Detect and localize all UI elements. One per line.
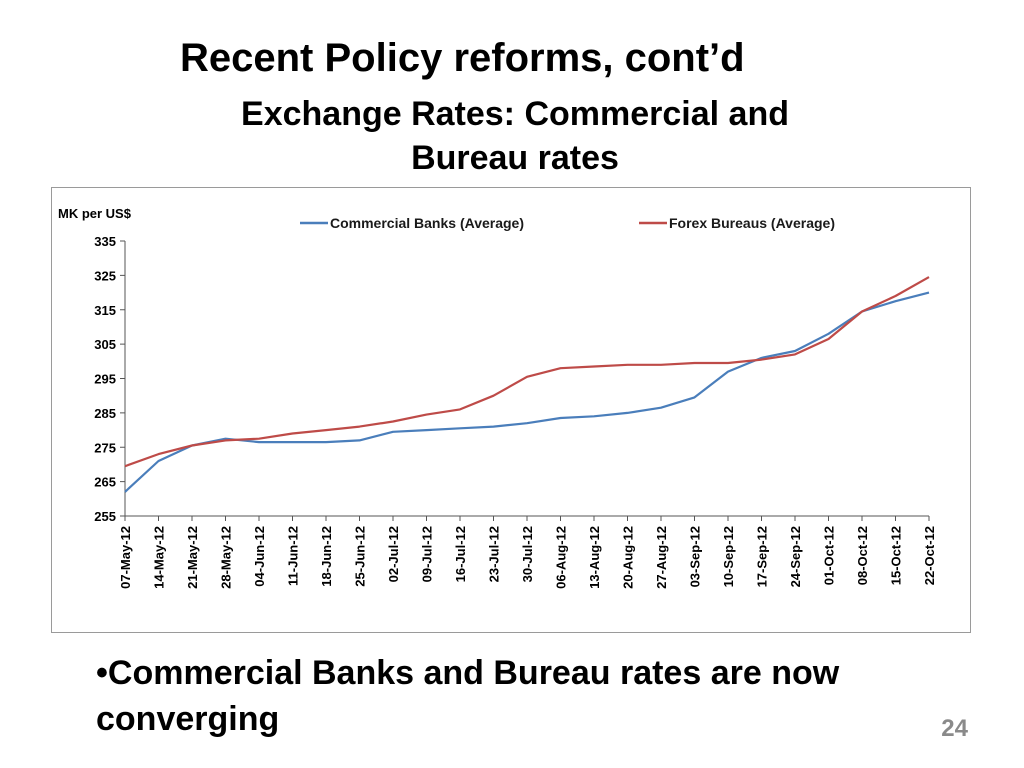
y-axis-label: MK per US$ xyxy=(58,206,132,221)
subtitle-line-2: Bureau rates xyxy=(411,139,619,177)
x-tick-label: 20-Aug-12 xyxy=(621,526,636,589)
y-tick-label: 285 xyxy=(94,406,116,421)
x-tick-label: 11-Jun-12 xyxy=(286,526,301,586)
slide-subtitle: Exchange Rates: Commercial and Bureau ra… xyxy=(80,92,950,180)
chart-svg: MK per US$ 255 265 275 285 295 305 315 325 335 07-… xyxy=(58,206,937,589)
x-tick-label: 27-Aug-12 xyxy=(654,526,669,589)
page-number: 24 xyxy=(941,715,968,742)
bullet-marker: • xyxy=(96,654,108,692)
x-tick-label: 10-Sep-12 xyxy=(721,526,736,587)
x-tick-label: 22-Oct-12 xyxy=(922,526,937,585)
y-tick-label: 265 xyxy=(94,475,116,490)
series-line-1 xyxy=(124,291,930,493)
bullet-text: Commercial Banks and Bureau rates are no… xyxy=(96,654,840,738)
x-tick-label: 24-Sep-12 xyxy=(788,526,803,587)
x-tick-label: 09-Jul-12 xyxy=(420,526,435,582)
y-tick-label: 295 xyxy=(94,372,116,387)
legend-label-1: Commercial Banks (Average) xyxy=(330,215,524,231)
subtitle-line-1: Exchange Rates: Commercial and xyxy=(241,95,789,133)
y-tick-label: 315 xyxy=(94,303,116,318)
series-line-2 xyxy=(124,276,930,468)
x-tick-label: 28-May-12 xyxy=(219,526,234,589)
x-tick-label: 08-Oct-12 xyxy=(855,526,870,585)
x-tick-label: 01-Oct-12 xyxy=(822,526,837,585)
y-tick-label: 275 xyxy=(94,440,116,455)
x-tick-label: 14-May-12 xyxy=(152,526,167,589)
x-tick-label: 17-Sep-12 xyxy=(755,526,770,587)
x-tick-label: 21-May-12 xyxy=(185,526,200,589)
x-tick-label: 03-Sep-12 xyxy=(688,526,703,587)
slide-title: Recent Policy reforms, cont’d xyxy=(180,36,745,80)
bullet-point: •Commercial Banks and Bureau rates are n… xyxy=(96,650,936,742)
x-tick-label: 06-Aug-12 xyxy=(554,526,569,589)
x-tick-label: 30-Jul-12 xyxy=(520,526,535,582)
x-tick-label: 23-Jul-12 xyxy=(487,526,502,582)
x-tick-label: 02-Jul-12 xyxy=(386,526,401,582)
x-tick-label: 16-Jul-12 xyxy=(453,526,468,582)
x-tick-label: 07-May-12 xyxy=(118,526,133,589)
y-tick-label: 255 xyxy=(94,509,116,524)
x-tick-label: 13-Aug-12 xyxy=(587,526,602,589)
x-tick-label: 18-Jun-12 xyxy=(319,526,334,587)
legend-label-2: Forex Bureaus (Average) xyxy=(669,215,835,231)
x-tick-label: 04-Jun-12 xyxy=(252,526,267,587)
y-tick-label: 325 xyxy=(94,268,116,283)
y-tick-label: 305 xyxy=(94,337,116,352)
x-tick-label: 25-Jun-12 xyxy=(353,526,368,587)
x-tick-label: 15-Oct-12 xyxy=(889,526,904,585)
y-tick-label: 335 xyxy=(94,234,116,249)
exchange-rate-chart: MK per US$ 255 265 275 285 295 305 315 325 335 07-… xyxy=(51,187,971,633)
